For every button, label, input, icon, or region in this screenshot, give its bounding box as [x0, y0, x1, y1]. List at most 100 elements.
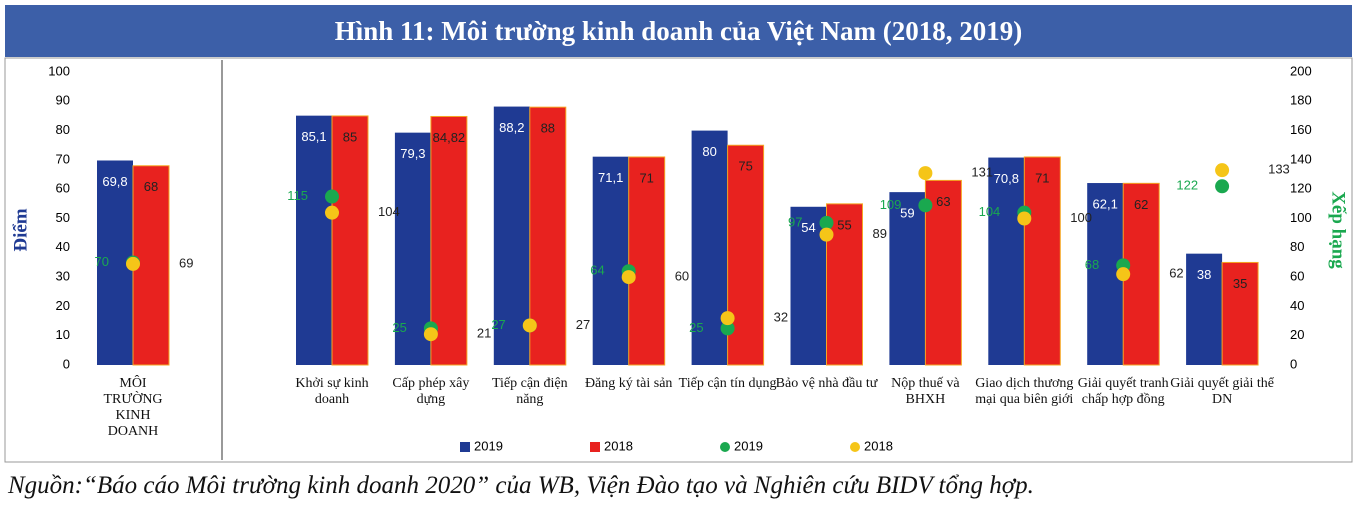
- rank-dot: [423, 327, 438, 342]
- rank-dot: [522, 318, 537, 333]
- data-label: 55: [837, 217, 851, 232]
- bar: [889, 192, 926, 365]
- rank-label: 25: [392, 320, 406, 335]
- legend-label: 2019: [734, 438, 763, 453]
- data-label: 69,8: [102, 174, 127, 189]
- x-tick-label: Giao dịch thương mại qua biên giới: [975, 376, 1074, 407]
- data-label: 71: [639, 170, 653, 185]
- y2-tick-label: 40: [1290, 298, 1304, 313]
- y-tick-label: 50: [56, 210, 70, 225]
- data-label: 88: [541, 121, 555, 136]
- y2-tick-label: 0: [1290, 356, 1297, 371]
- y2-tick-label: 100: [1290, 210, 1312, 225]
- rank-label: 27: [576, 317, 590, 332]
- rank-label: 89: [873, 226, 887, 241]
- rank-label: 97: [788, 214, 802, 229]
- rank-dot: [1017, 211, 1032, 226]
- rank-dot: [1215, 163, 1230, 178]
- data-label: 84,82: [433, 130, 466, 145]
- rank-dot: [325, 205, 339, 220]
- y-tick-label: 80: [56, 122, 70, 137]
- rank-label: 27: [491, 317, 505, 332]
- data-label: 68: [144, 179, 158, 194]
- x-tick-label: Bảo vệ nhà đầu tư: [775, 376, 878, 391]
- plot-frame: [4, 57, 1353, 463]
- x-tick-label: Giải quyết giải thể DN: [1170, 376, 1274, 407]
- bar: [1023, 156, 1061, 366]
- y2-tick-label: 120: [1290, 181, 1312, 196]
- data-label: 75: [738, 159, 752, 174]
- y-tick-label: 20: [56, 298, 70, 313]
- x-tick-label: Cấp phép xây dựng: [392, 376, 470, 407]
- rank-label: 104: [979, 204, 1001, 219]
- bar: [430, 115, 468, 366]
- rank-label: 100: [1070, 210, 1092, 225]
- x-tick-label: Giải quyết tranh chấp hợp đồng: [1077, 376, 1169, 407]
- data-label: 38: [1197, 267, 1211, 282]
- data-label: 85,1: [301, 129, 326, 144]
- y-tick-label: 10: [56, 327, 70, 342]
- x-tick-label: Khởi sự kinh doanh: [295, 376, 369, 407]
- x-tick-label: Tiếp cận tín dụng: [678, 376, 777, 391]
- legend-swatch: [720, 442, 730, 452]
- x-tick-label: MÔI TRƯỜNG KINH DOANH: [103, 376, 163, 439]
- legend-swatch: [850, 442, 860, 452]
- y-tick-label: 90: [56, 93, 70, 108]
- rank-dot: [1116, 267, 1131, 282]
- rank-dot: [720, 321, 735, 336]
- x-tick-label: Đăng ký tài sản: [584, 376, 673, 391]
- rank-label: 25: [689, 320, 703, 335]
- source-note: Nguồn:“Báo cáo Môi trường kinh doanh 202…: [8, 472, 1034, 499]
- data-label: 59: [900, 206, 914, 221]
- legend-swatch: [460, 442, 470, 452]
- y2-axis-title: Xếp hạng: [1328, 191, 1349, 269]
- data-label: 80: [702, 144, 716, 159]
- y2-tick-label: 180: [1290, 93, 1312, 108]
- data-label: 70,8: [994, 171, 1019, 186]
- rank-dot: [126, 256, 140, 271]
- y-tick-label: 60: [56, 181, 70, 196]
- bar: [628, 156, 666, 366]
- legend-label: 2019: [474, 438, 503, 453]
- y-tick-label: 70: [56, 151, 70, 166]
- rank-label: 133: [1268, 162, 1290, 177]
- rank-label: 115: [287, 188, 308, 203]
- rank-dot: [1215, 179, 1230, 194]
- rank-dot: [819, 227, 834, 242]
- rank-dot: [720, 311, 735, 326]
- y2-tick-label: 200: [1290, 63, 1312, 78]
- legend-swatch: [590, 442, 600, 452]
- y2-tick-label: 160: [1290, 122, 1312, 137]
- rank-dot: [918, 166, 933, 181]
- data-label: 63: [936, 194, 950, 209]
- y-tick-label: 100: [48, 63, 70, 78]
- rank-dot: [621, 270, 636, 285]
- data-label: 62,1: [1093, 196, 1118, 211]
- y2-tick-label: 20: [1290, 327, 1304, 342]
- x-tick-label: Tiếp cận điện năng: [491, 376, 568, 407]
- rank-label: 70: [95, 254, 109, 269]
- rank-label: 62: [1169, 266, 1183, 281]
- bar: [296, 115, 332, 365]
- chart-title: Hình 11: Môi trường kinh doanh của Việt …: [5, 5, 1352, 57]
- bar: [331, 115, 369, 366]
- rank-label: 104: [378, 204, 400, 219]
- data-label: 35: [1233, 276, 1247, 291]
- bar: [592, 156, 629, 365]
- bar: [826, 203, 863, 366]
- y-tick-label: 30: [56, 269, 70, 284]
- rank-dot: [918, 198, 933, 213]
- data-label: 88,2: [499, 120, 524, 135]
- bar: [988, 157, 1025, 365]
- rank-label: 60: [675, 269, 689, 284]
- rank-label: 122: [1176, 178, 1198, 193]
- bar: [924, 179, 962, 366]
- y2-tick-label: 60: [1290, 269, 1304, 284]
- rank-label: 21: [477, 326, 491, 341]
- rank-dot: [819, 215, 834, 230]
- y2-tick-label: 80: [1290, 239, 1304, 254]
- y-axis-title: Điểm: [10, 208, 31, 251]
- legend-label: 2018: [604, 438, 633, 453]
